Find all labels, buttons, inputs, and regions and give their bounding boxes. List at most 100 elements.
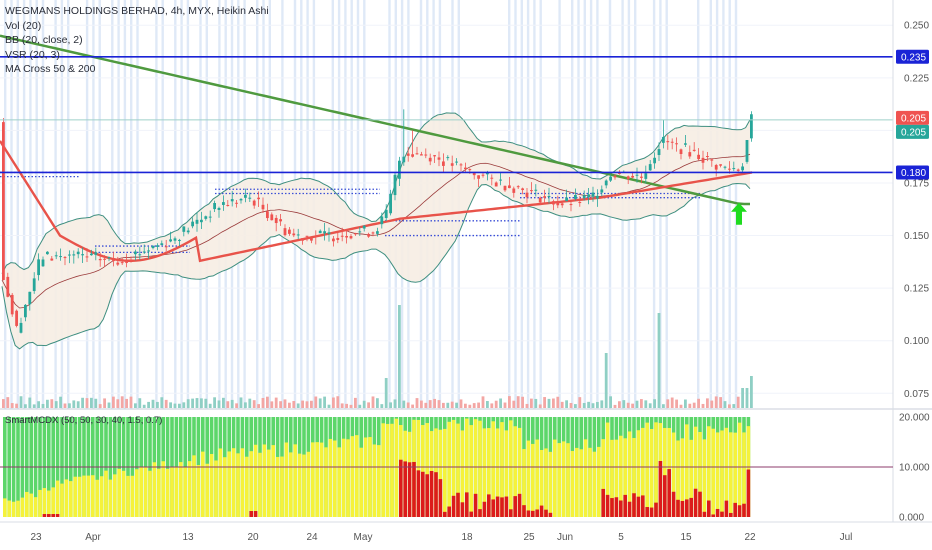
volume-bar	[362, 400, 366, 408]
osc-tick-label: 20.000	[899, 413, 930, 424]
osc-yellow-bar	[627, 431, 632, 517]
candle-body	[670, 141, 674, 143]
osc-yellow-bar	[284, 442, 289, 517]
volume-bar	[28, 397, 32, 408]
volume-bar	[618, 401, 621, 408]
vsr-stripe	[136, 0, 139, 409]
candle-body	[19, 322, 23, 333]
candle-body	[239, 199, 243, 201]
osc-yellow-bar	[601, 439, 605, 517]
osc-yellow-bar	[231, 448, 236, 517]
osc-yellow-bar	[86, 475, 91, 517]
candle-body	[41, 259, 45, 267]
volume-bar	[301, 400, 304, 408]
candle-body	[406, 153, 410, 156]
osc-yellow-bar	[60, 483, 64, 517]
osc-red-bar	[742, 503, 746, 517]
candle-body	[508, 185, 511, 189]
time-tick-label: Jun	[557, 532, 573, 543]
volume-bar	[85, 398, 89, 408]
indicator-bollinger[interactable]: BB (20, close, 2)	[5, 34, 83, 46]
volume-bar	[208, 403, 212, 408]
oscillator-label: SmartMCDX (50, 50, 30, 40, 1.5, 0.7)	[5, 415, 162, 426]
candle-body	[138, 254, 142, 256]
candle-body	[741, 166, 744, 171]
volume-bar	[508, 396, 511, 408]
indicator-vsr[interactable]: VSR (20, 3)	[5, 48, 60, 61]
osc-yellow-bar	[77, 476, 82, 517]
candle-body	[90, 253, 93, 256]
indicator-ma-cross[interactable]: MA Cross 50 & 200	[5, 63, 96, 75]
candle-body	[688, 152, 692, 157]
candle-body	[371, 232, 375, 234]
candle-body	[142, 251, 146, 253]
vsr-stripe	[16, 0, 19, 409]
osc-yellow-bar	[258, 452, 262, 517]
volume-bar	[442, 402, 445, 408]
vsr-stripe	[130, 0, 133, 409]
volume-bar	[323, 396, 326, 408]
osc-yellow-bar	[143, 467, 148, 517]
volume-bar	[98, 404, 102, 408]
candle-body	[164, 246, 168, 248]
candle-body	[6, 276, 10, 297]
candle-body	[336, 237, 340, 240]
osc-red-bar	[55, 514, 60, 517]
candle-body	[389, 193, 392, 214]
candle-body	[552, 201, 555, 205]
osc-yellow-bar	[469, 425, 473, 517]
candle-body	[54, 255, 58, 257]
volume-bar	[631, 403, 634, 408]
volume-bar	[296, 403, 300, 408]
osc-red-bar	[619, 500, 623, 517]
volume-bar	[129, 396, 133, 408]
price-tick-label: 0.100	[904, 336, 929, 347]
osc-yellow-bar	[236, 453, 240, 517]
osc-yellow-bar	[522, 449, 526, 517]
candle-body	[732, 168, 736, 170]
osc-yellow-bar	[311, 442, 315, 517]
time-tick-label: 18	[461, 532, 473, 543]
candle-body	[415, 153, 419, 155]
candle-body	[226, 204, 230, 206]
volume-bar	[684, 399, 687, 408]
osc-red-bar	[645, 507, 649, 517]
volume-bar	[138, 398, 142, 408]
volume-bar	[578, 397, 582, 408]
osc-yellow-bar	[548, 451, 553, 517]
volume-bar	[107, 402, 111, 408]
volume-bar	[279, 401, 282, 408]
volume-bar	[424, 402, 428, 408]
volume-bar	[728, 404, 731, 408]
osc-yellow-bar	[319, 442, 324, 517]
volume-bar	[670, 397, 674, 408]
candle-body	[481, 174, 485, 176]
candle-body	[332, 238, 335, 242]
volume-bar	[68, 403, 71, 408]
indicator-volume[interactable]: Vol (20)	[5, 19, 42, 32]
volume-bar	[525, 403, 529, 408]
osc-red-bar	[667, 469, 671, 517]
candle-body	[582, 195, 586, 199]
osc-yellow-bar	[218, 448, 223, 517]
vsr-stripe	[92, 0, 95, 409]
osc-yellow-bar	[575, 447, 579, 517]
volume-bar	[389, 402, 392, 408]
osc-yellow-bar	[64, 479, 69, 517]
candle-body	[538, 197, 542, 203]
volume-bar	[521, 396, 524, 408]
candle-body	[578, 202, 582, 204]
candle-body	[657, 149, 661, 155]
vsr-stripe	[117, 0, 120, 409]
candle-body	[178, 239, 181, 241]
candle-body	[464, 167, 467, 170]
osc-red-bar	[746, 469, 751, 517]
volume-bar	[41, 403, 45, 408]
osc-red-bar	[482, 501, 487, 517]
candle-body	[10, 294, 14, 315]
volume-bar	[63, 403, 67, 408]
osc-yellow-bar	[275, 456, 280, 517]
vsr-stripe	[155, 0, 158, 409]
osc-yellow-bar	[513, 426, 517, 517]
